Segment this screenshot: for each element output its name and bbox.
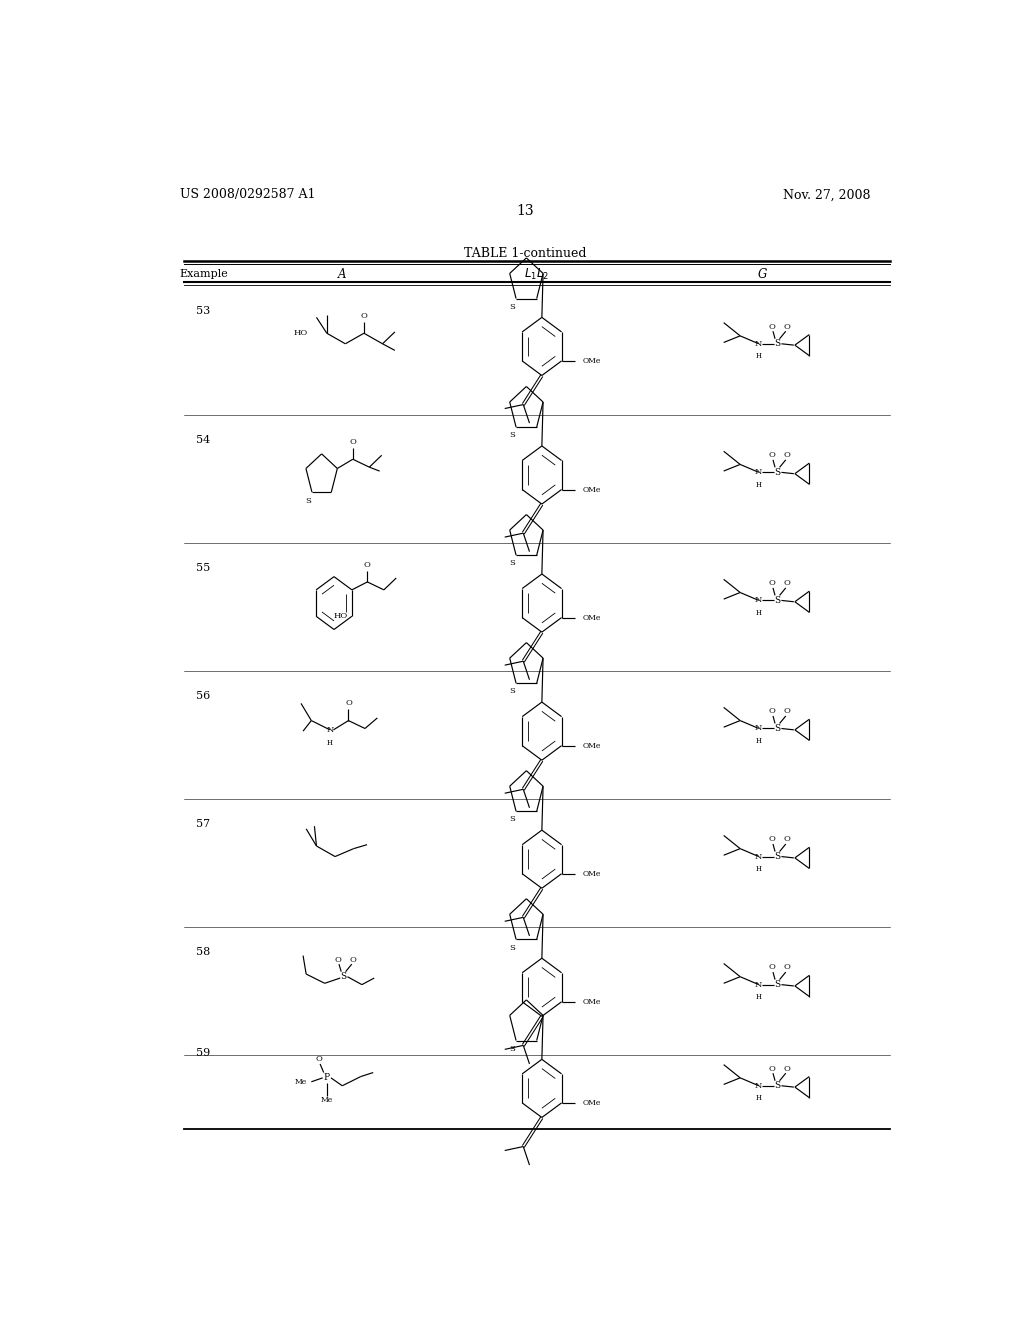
Text: O: O [769, 964, 775, 972]
Text: H: H [756, 865, 762, 873]
Text: 54: 54 [197, 436, 211, 445]
Text: O: O [769, 579, 775, 587]
Text: H: H [756, 609, 762, 616]
Text: O: O [349, 956, 356, 964]
Text: OMe: OMe [583, 1100, 601, 1107]
Text: O: O [769, 322, 775, 330]
Text: Me: Me [295, 1078, 307, 1086]
Text: N: N [755, 725, 763, 733]
Text: S: S [774, 723, 780, 733]
Text: G: G [758, 268, 768, 281]
Text: 53: 53 [197, 306, 211, 317]
Text: Me: Me [321, 1097, 333, 1105]
Text: H: H [756, 993, 762, 1001]
Text: N: N [755, 469, 763, 477]
Text: H: H [756, 737, 762, 744]
Text: S: S [509, 944, 515, 952]
Text: S: S [509, 560, 515, 568]
Text: H: H [756, 352, 762, 360]
Text: S: S [509, 302, 515, 310]
Text: O: O [769, 451, 775, 459]
Text: H: H [756, 480, 762, 488]
Text: H: H [756, 1094, 762, 1102]
Text: 56: 56 [197, 692, 211, 701]
Text: OMe: OMe [583, 742, 601, 750]
Text: 57: 57 [197, 820, 211, 829]
Text: Nov. 27, 2008: Nov. 27, 2008 [782, 189, 870, 202]
Text: OMe: OMe [583, 486, 601, 494]
Text: S: S [305, 498, 311, 506]
Text: OMe: OMe [583, 614, 601, 622]
Text: TABLE 1-continued: TABLE 1-continued [464, 247, 586, 260]
Text: O: O [345, 700, 352, 708]
Text: O: O [783, 451, 791, 459]
Text: 55: 55 [197, 564, 211, 573]
Text: $L_1L_2$: $L_1L_2$ [524, 267, 549, 281]
Text: US 2008/0292587 A1: US 2008/0292587 A1 [179, 189, 315, 202]
Text: S: S [509, 688, 515, 696]
Text: S: S [774, 339, 780, 348]
Text: O: O [769, 708, 775, 715]
Text: 59: 59 [197, 1048, 211, 1059]
Text: N: N [755, 853, 763, 861]
Text: O: O [783, 579, 791, 587]
Text: O: O [360, 312, 368, 319]
Text: O: O [769, 1065, 775, 1073]
Text: N: N [755, 339, 763, 347]
Text: S: S [509, 816, 515, 824]
Text: O: O [335, 956, 342, 964]
Text: S: S [509, 1044, 515, 1052]
Text: A: A [338, 268, 346, 281]
Text: O: O [783, 964, 791, 972]
Text: S: S [774, 981, 780, 989]
Text: S: S [509, 432, 515, 440]
Text: S: S [774, 853, 780, 861]
Text: O: O [349, 438, 356, 446]
Text: HO: HO [294, 329, 308, 337]
Text: N: N [755, 597, 763, 605]
Text: O: O [769, 836, 775, 843]
Text: O: O [783, 708, 791, 715]
Text: OMe: OMe [583, 870, 601, 878]
Text: S: S [774, 595, 780, 605]
Text: O: O [783, 322, 791, 330]
Text: S: S [774, 467, 780, 477]
Text: H: H [327, 739, 333, 747]
Text: HO: HO [334, 612, 348, 620]
Text: P: P [324, 1073, 330, 1082]
Text: 58: 58 [197, 948, 211, 957]
Text: S: S [340, 973, 346, 981]
Text: 13: 13 [516, 205, 534, 218]
Text: O: O [364, 561, 371, 569]
Text: N: N [755, 981, 763, 989]
Text: OMe: OMe [583, 998, 601, 1006]
Text: O: O [783, 1065, 791, 1073]
Text: N: N [327, 726, 334, 734]
Text: N: N [755, 1082, 763, 1090]
Text: O: O [315, 1055, 322, 1064]
Text: Example: Example [179, 269, 227, 280]
Text: OMe: OMe [583, 356, 601, 364]
Text: S: S [774, 1081, 780, 1090]
Text: O: O [783, 836, 791, 843]
